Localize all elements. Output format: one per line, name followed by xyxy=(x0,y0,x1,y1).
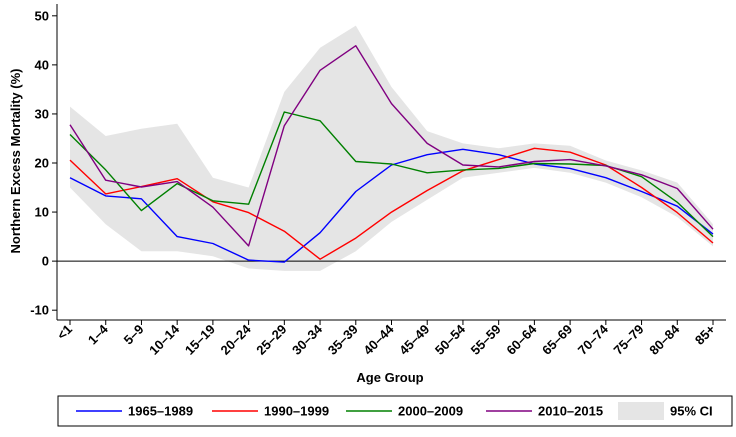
x-tick-label: 80–84 xyxy=(646,321,683,358)
series-line-4 xyxy=(69,45,714,247)
legend-swatch-ci xyxy=(618,402,664,420)
legend-label-4: 2010–2015 xyxy=(538,404,603,419)
x-tick-label: 5–9 xyxy=(121,322,147,348)
axis-layer xyxy=(52,4,726,325)
y-tick-label: 30 xyxy=(35,106,49,121)
y-axis-title: Northern Excess Mortality (%) xyxy=(8,69,23,254)
x-tick-labels: <1 1–4 5–9 10–14 15–19 20–24 25–29 30–34 35–39 40… xyxy=(54,321,718,358)
legend-label-2: 1990–1999 xyxy=(264,404,329,419)
x-tick-label: 65–69 xyxy=(539,322,575,358)
x-tick-label: 75–79 xyxy=(611,322,647,358)
x-tick-label: 25–29 xyxy=(253,322,289,358)
legend-label-3: 2000–2009 xyxy=(398,404,463,419)
x-tick-label: 70–74 xyxy=(575,321,612,358)
y-tick-label: 10 xyxy=(35,205,49,220)
legend-label-ci: 95% CI xyxy=(670,404,713,419)
y-tick-label: 40 xyxy=(35,57,49,72)
x-tick-label: 45–49 xyxy=(396,322,432,358)
x-tick-label: 1–4 xyxy=(85,321,111,347)
y-tick-label: 20 xyxy=(35,156,49,171)
y-tick-label: 50 xyxy=(35,8,49,23)
y-tick-label: 0 xyxy=(42,254,49,269)
x-tick-label: 20–24 xyxy=(218,321,255,358)
x-tick-label: 35–39 xyxy=(325,322,361,358)
y-tick-labels: -10 0 10 20 30 40 50 xyxy=(30,8,49,317)
x-tick-label: 60–64 xyxy=(503,321,540,358)
ci-band-layer xyxy=(70,25,713,271)
x-tick-label: <1 xyxy=(54,322,75,343)
series-layer xyxy=(69,45,714,263)
legend-label-1: 1965–1989 xyxy=(128,404,193,419)
x-tick-label: 10–14 xyxy=(146,321,183,358)
ci-band-area xyxy=(70,25,713,271)
x-tick-label: 50–54 xyxy=(432,321,469,358)
series-line-1 xyxy=(69,148,714,263)
x-tick-label: 30–34 xyxy=(289,321,326,358)
x-axis-title: Age Group xyxy=(356,370,423,385)
x-tick-label: 55–59 xyxy=(468,322,504,358)
x-tick-label: 40–44 xyxy=(360,321,397,358)
legend-items: 1965–1989 1990–1999 2000–2009 2010–2015 95% … xyxy=(76,402,713,420)
y-tick-label: -10 xyxy=(30,303,49,318)
legend: 1965–1989 1990–1999 2000–2009 2010–2015 95% … xyxy=(57,395,733,427)
x-tick-label: 15–19 xyxy=(182,322,218,358)
x-tick-label: 85+ xyxy=(692,321,718,347)
